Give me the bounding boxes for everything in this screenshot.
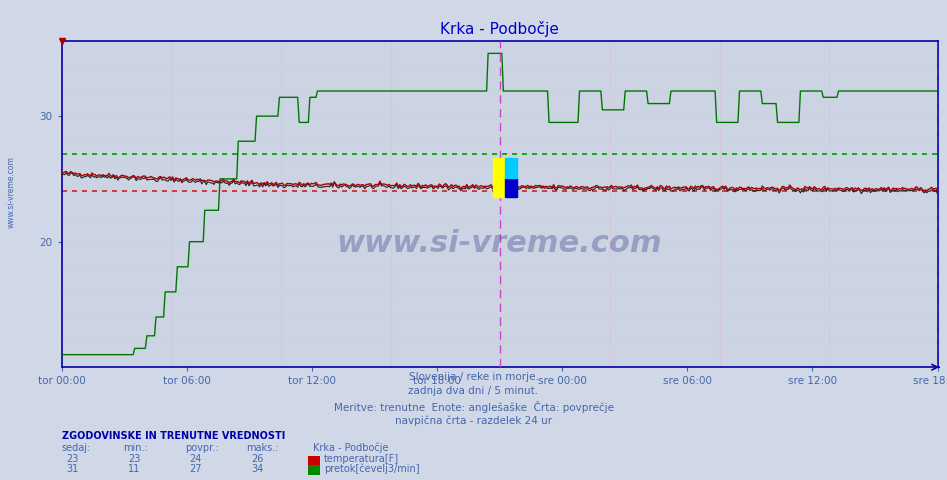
Text: zadnja dva dni / 5 minut.: zadnja dva dni / 5 minut.: [408, 386, 539, 396]
Text: Meritve: trenutne  Enote: anglešaške  Črta: povprečje: Meritve: trenutne Enote: anglešaške Črta…: [333, 401, 614, 413]
Text: Krka - Podbočje: Krka - Podbočje: [313, 443, 388, 453]
Text: maks.:: maks.:: [246, 443, 278, 453]
Text: navpična črta - razdelek 24 ur: navpična črta - razdelek 24 ur: [395, 415, 552, 426]
Bar: [492, 158, 505, 197]
Text: povpr.:: povpr.:: [185, 443, 218, 453]
Text: Slovenija / reke in morje.: Slovenija / reke in morje.: [408, 372, 539, 382]
Bar: [505, 158, 517, 178]
Text: temperatura[F]: temperatura[F]: [324, 454, 399, 464]
Text: 24: 24: [189, 454, 202, 464]
Text: pretok[čevelj3/min]: pretok[čevelj3/min]: [324, 463, 420, 474]
Text: min.:: min.:: [123, 443, 148, 453]
Text: 34: 34: [251, 464, 263, 474]
Text: sedaj:: sedaj:: [62, 443, 91, 453]
Text: www.si-vreme.com: www.si-vreme.com: [7, 156, 16, 228]
Text: 23: 23: [128, 454, 140, 464]
Text: ZGODOVINSKE IN TRENUTNE VREDNOSTI: ZGODOVINSKE IN TRENUTNE VREDNOSTI: [62, 431, 285, 441]
Bar: [505, 178, 517, 197]
Text: 26: 26: [251, 454, 263, 464]
Text: 31: 31: [66, 464, 79, 474]
Text: www.si-vreme.com: www.si-vreme.com: [337, 228, 662, 258]
Text: 23: 23: [66, 454, 79, 464]
Text: 11: 11: [128, 464, 140, 474]
Text: 27: 27: [189, 464, 202, 474]
Title: Krka - Podbočje: Krka - Podbočje: [440, 21, 559, 37]
